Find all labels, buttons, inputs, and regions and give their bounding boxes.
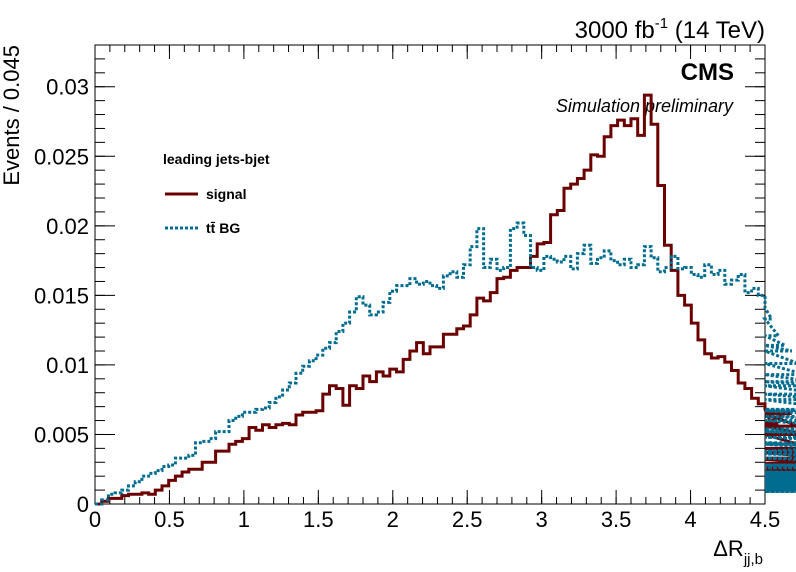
- series-layer: [95, 93, 796, 506]
- ttbar-bg-histogram: [95, 221, 796, 506]
- lumi-label: 3000 fb-1 (14 TeV): [575, 15, 765, 44]
- x-axis-title: ΔRjj,b: [713, 536, 763, 568]
- x-tick-label: 4.5: [750, 507, 781, 532]
- legend-title: leading jets-bjet: [163, 151, 270, 167]
- x-tick-label: 3: [536, 507, 548, 532]
- y-tick-label: 0.03: [46, 75, 89, 100]
- y-axis-title: Events / 0.045: [0, 45, 24, 186]
- y-tick-label: 0.005: [34, 422, 89, 447]
- x-tick-label: 1: [238, 507, 250, 532]
- y-tick-label: 0.025: [34, 144, 89, 169]
- x-tick-label: 0: [89, 507, 101, 532]
- x-tick-label: 2: [387, 507, 399, 532]
- y-tick-label: 0: [77, 492, 89, 517]
- x-tick-label: 4: [684, 507, 696, 532]
- y-tick-label: 0.015: [34, 283, 89, 308]
- x-tick-label: 2.5: [452, 507, 483, 532]
- x-tick-label: 0.5: [154, 507, 185, 532]
- legend-bg-label: tt̄ BG: [206, 220, 240, 236]
- cms-label: CMS: [681, 59, 734, 86]
- y-tick-label: 0.01: [46, 353, 89, 378]
- x-tick-label: 3.5: [601, 507, 632, 532]
- y-axis: 0 0.005 0.01 0.015 0.02 0.025 0.03: [34, 44, 765, 517]
- x-tick-label: 1.5: [303, 507, 334, 532]
- plot-frame: [94, 44, 766, 505]
- legend-signal-label: signal: [206, 186, 246, 202]
- x-axis: 0 0.5 1 1.5 2 2.5 3 3.5 4 4.5: [89, 45, 780, 532]
- legend: leading jets-bjet signal tt̄ BG: [163, 151, 270, 236]
- y-tick-label: 0.02: [46, 214, 89, 239]
